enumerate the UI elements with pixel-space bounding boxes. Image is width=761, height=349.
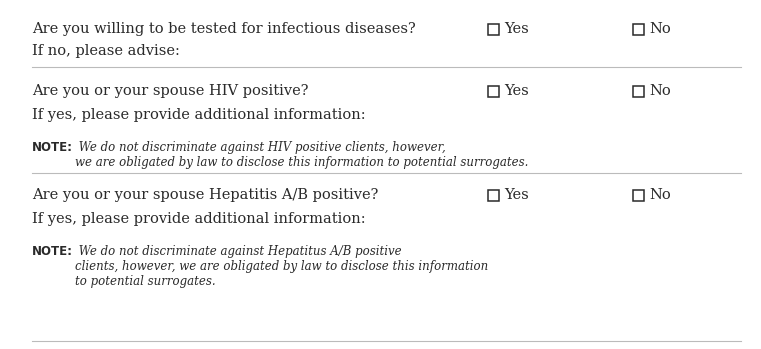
Text: Yes: Yes [504, 84, 529, 98]
Bar [633, 190, 644, 200]
Bar [488, 86, 499, 97]
Text: No: No [649, 84, 670, 98]
Text: Yes: Yes [504, 188, 529, 202]
Text: NOTE:: NOTE: [32, 245, 73, 258]
Text: We do not discriminate against HIV positive clients, however,
we are obligated b: We do not discriminate against HIV posit… [75, 141, 528, 169]
Text: No: No [649, 188, 670, 202]
Text: No: No [649, 22, 670, 36]
Bar [488, 23, 499, 35]
Text: Are you or your spouse HIV positive?: Are you or your spouse HIV positive? [32, 84, 308, 98]
Text: Are you or your spouse Hepatitis A/B positive?: Are you or your spouse Hepatitis A/B pos… [32, 188, 378, 202]
Text: Are you willing to be tested for infectious diseases?: Are you willing to be tested for infecti… [32, 22, 416, 36]
Text: If yes, please provide additional information:: If yes, please provide additional inform… [32, 108, 365, 122]
Bar [633, 23, 644, 35]
Bar [488, 190, 499, 200]
Text: If no, please advise:: If no, please advise: [32, 44, 180, 58]
Text: We do not discriminate against Hepatitus A/B positive
clients, however, we are o: We do not discriminate against Hepatitus… [75, 245, 489, 288]
Text: NOTE:: NOTE: [32, 141, 73, 154]
Text: Yes: Yes [504, 22, 529, 36]
Text: If yes, please provide additional information:: If yes, please provide additional inform… [32, 212, 365, 226]
Bar [633, 86, 644, 97]
